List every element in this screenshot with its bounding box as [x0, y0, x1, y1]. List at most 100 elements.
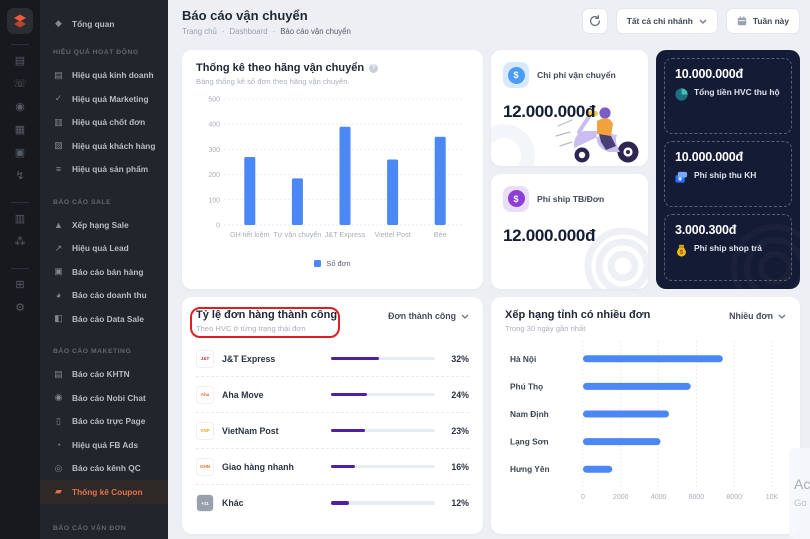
presentation-board-icon[interactable]: ▤ [14, 55, 26, 67]
sidebar-item-b-o-c-o-khtn[interactable]: ▤ Báo cáo KHTN [40, 363, 168, 387]
sidebar-item-hi-u-qu-s-n-ph-m[interactable]: ≡ Hiệu quả sản phẩm [40, 158, 168, 182]
carrier-row: J&T J&T Express 32% [196, 341, 469, 377]
chevron-down-icon [699, 19, 707, 24]
breadcrumb-item[interactable]: Trang chủ [182, 27, 217, 36]
zap-icon[interactable]: ↯ [15, 170, 25, 182]
sidebar-item-b-o-c-o-nobi-chat[interactable]: ◉ Báo cáo Nobi Chat [40, 386, 168, 410]
rail-divider [11, 44, 29, 45]
carrier-stats-title: Thống kê theo hãng vận chuyển ? [196, 62, 469, 74]
sidebar-section-label: BÁO CÁO MAKETING [53, 348, 132, 355]
header-controls: Tất cả chi nhánh Tuần này [581, 8, 800, 34]
chart-board-icon: ▤ [54, 69, 63, 80]
icon-rail: ▤ ☏ ◉ ▦ ▣ ↯ ▥ ⁂ ⊞ ⚙ [0, 0, 40, 539]
scooter-rider-illustration [555, 106, 639, 162]
watermark-line2: Go [794, 498, 807, 509]
check-line-icon: ✓ [54, 93, 63, 104]
province-filter-dropdown[interactable]: Nhiều đơn [729, 309, 786, 321]
target-icon: ◎ [54, 462, 63, 473]
apps-grid-icon[interactable]: ⊞ [15, 279, 25, 291]
date-filter-button[interactable]: Tuần này [725, 8, 800, 34]
sidebar-section-label: BÁO CÁO VẬN ĐƠN [53, 525, 127, 532]
bar-chart-icon: ▥ [54, 116, 63, 127]
carrier-percent: 23% [451, 425, 469, 436]
svg-text:Lạng Sơn: Lạng Sơn [510, 437, 549, 447]
sidebar-item-hi-u-qu-kinh-doanh[interactable]: ▤ Hiệu quả kinh doanh [40, 64, 168, 88]
sidebar-item-b-o-c-o-data-sale[interactable]: ◧ Báo cáo Data Sale [40, 307, 168, 331]
sidebar-item-hi-u-qu-ch-t-n[interactable]: ▥ Hiệu quả chốt đơn [40, 111, 168, 135]
sidebar-item-hi-u-qu-kh-ch-h-ng[interactable]: ▧ Hiệu quả khách hàng [40, 134, 168, 158]
date-filter-value: Tuần này [752, 16, 789, 26]
network-icon[interactable]: ⁂ [14, 236, 26, 248]
carrier-progress-track [331, 356, 435, 361]
svg-text:J&T Express: J&T Express [325, 230, 366, 239]
cod-total-value: 10.000.000đ [675, 67, 743, 81]
branch-filter-dropdown[interactable]: Tất cả chi nhánh [615, 8, 718, 34]
carrier-name: Khác [222, 498, 244, 508]
svg-text:GH tiết kiệm: GH tiết kiệm [230, 230, 270, 239]
svg-text:4000: 4000 [651, 494, 667, 501]
sidebar-item-x-p-h-ng-sale[interactable]: ▲ Xếp hạng Sale [40, 213, 168, 237]
gear-icon[interactable]: ⚙ [15, 302, 25, 314]
carrier-logo: +11 [196, 494, 214, 512]
carrier-stats-subtitle: Bảng thống kê số đơn theo hãng vận chuyể… [196, 77, 350, 86]
pos-printer-icon[interactable]: ▦ [14, 124, 26, 136]
breadcrumb-separator: · [221, 27, 225, 36]
news-icon[interactable]: ▥ [14, 213, 26, 225]
breadcrumb-item[interactable]: Dashboard [229, 27, 268, 36]
svg-text:400: 400 [208, 122, 220, 129]
main-content: Báo cáo vận chuyển Trang chủ · Dashboard · B… [168, 0, 810, 539]
carrier-name: J&T Express [222, 353, 276, 364]
user-circle-icon[interactable]: ◉ [15, 101, 25, 113]
sidebar-item-b-o-c-o-b-n-h-ng[interactable]: ▣ Báo cáo bán hàng [40, 260, 168, 284]
refresh-button[interactable] [581, 8, 608, 34]
swirl-decoration [584, 227, 648, 289]
cod-total-label: Tổng tiền HVC thu hộ [694, 87, 780, 97]
sidebar-item-label: Hiệu quả kinh doanh [72, 70, 154, 81]
ticket-icon: ▰ [55, 486, 62, 497]
sidebar-item-th-ng-k-coupon[interactable]: ▰ Thống kê Coupon [40, 480, 168, 504]
summary-card: 10.000.000đ Tổng tiền HVC thu hộ 10.000.… [656, 50, 800, 289]
pie-chart-icon [675, 88, 688, 101]
carrier-stats-card: Thống kê theo hãng vận chuyển ? Bảng thố… [182, 50, 483, 289]
sidebar-item-label: Báo cáo kênh QC [72, 463, 141, 474]
sidebar-item-label: Hiệu quả khách hàng [72, 140, 156, 151]
carrier-logo: GHN [196, 457, 214, 476]
province-ranking-card: Xếp hạng tỉnh có nhiều đơn Trong 30 ngày… [491, 297, 800, 534]
app-logo[interactable] [7, 8, 33, 34]
sidebar-item-b-o-c-o-k-nh-qc[interactable]: ◎ Báo cáo kênh QC [40, 457, 168, 481]
success-filter-dropdown[interactable]: Đơn thành công [388, 309, 469, 321]
phone-call-icon[interactable]: ☏ [13, 78, 27, 90]
carrier-logo: Aha [196, 385, 214, 404]
svg-text:8000: 8000 [726, 494, 742, 501]
sidebar-item-b-o-c-o-tr-c-page[interactable]: ▯ Báo cáo trực Page [40, 410, 168, 434]
sidebar-item-label: Tổng quan [72, 18, 115, 29]
carrier-percent: 16% [451, 461, 469, 472]
carrier-row: VNP VietNam Post 23% [196, 413, 469, 449]
ranking-icon: ▲ [54, 219, 63, 230]
carrier-progress-track [331, 464, 435, 469]
province-ranking-subtitle: Trong 30 ngày gần nhất [505, 324, 586, 333]
pie-icon: ◔ [55, 439, 62, 450]
briefcase-icon: ▣ [54, 266, 63, 277]
legend-label: Số đơn [326, 259, 351, 268]
svg-text:Viettel Post: Viettel Post [374, 230, 410, 239]
sidebar-item-label: Hiệu quả FB Ads [72, 439, 139, 450]
carrier-percent: 24% [451, 389, 469, 400]
customer-chart-icon: ▧ [54, 140, 63, 151]
sidebar-item-label: Hiệu quả Lead [72, 243, 129, 254]
sidebar-item-overview[interactable]: ◆ Tổng quan [40, 12, 168, 36]
sidebar-item-b-o-c-o-doanh-thu[interactable]: ◕ Báo cáo doanh thu [40, 284, 168, 308]
sidebar-item-hi-u-qu-fb-ads[interactable]: ◔ Hiệu quả FB Ads [40, 433, 168, 457]
bot-icon[interactable]: ▣ [14, 147, 26, 159]
chart-legend: Số đơn [196, 259, 469, 268]
customer-fee-value: 10.000.000đ [675, 149, 743, 164]
help-icon[interactable]: ? [369, 63, 379, 73]
page-header: Báo cáo vận chuyển Trang chủ · Dashboard · B… [182, 8, 800, 46]
avg-ship-fee-label: Phí ship TB/Đơn [537, 193, 605, 204]
sidebar-item-hi-u-qu-marketing[interactable]: ✓ Hiệu quả Marketing [40, 87, 168, 111]
carrier-name: Aha Move [222, 389, 264, 400]
success-rate-card: Tỷ lệ đơn hàng thành công Theo HVC ở từn… [182, 297, 483, 534]
sidebar-item-label: Hiệu quả chốt đơn [72, 117, 146, 128]
sidebar-item-hi-u-qu-lead[interactable]: ↗ Hiệu quả Lead [40, 237, 168, 261]
carrier-progress-track [331, 392, 435, 397]
